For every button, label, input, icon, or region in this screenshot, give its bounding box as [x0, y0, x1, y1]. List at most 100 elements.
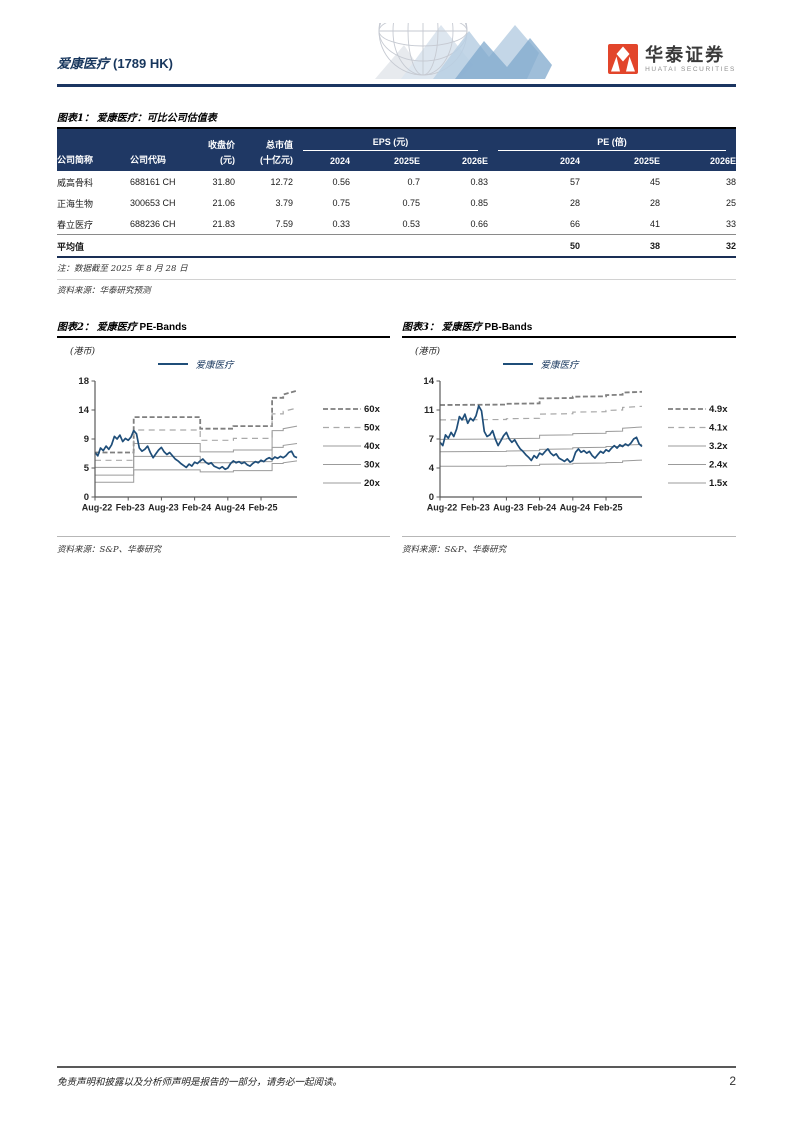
market-cap: 3.79 [275, 198, 293, 208]
col-eps-2024: 2024 [293, 152, 350, 171]
svg-text:Aug-23: Aug-23 [148, 503, 179, 513]
figure3-title-en: PB-Bands [484, 322, 533, 333]
svg-text:14: 14 [78, 405, 89, 416]
pe-bands-chart-block: 图表2： 爱康医疗 PE-Bands (港币) 爱康医疗 0 5 9 14 18 Aug-… [57, 318, 390, 555]
figure3-source: 资料来源：S&P、华泰研究 [402, 536, 736, 555]
pe-2025e: 41 [650, 219, 661, 229]
figure1-label: 图表1： [57, 113, 94, 124]
pe-chart-unit: (港币) [70, 347, 96, 357]
company-name: 正海生物 [57, 199, 94, 210]
col-eps-2026e: 2026E [420, 152, 489, 171]
globe-icon [375, 0, 552, 79]
col-mcap-label: 总市值 [235, 129, 293, 152]
svg-text:Aug-23: Aug-23 [493, 503, 524, 513]
brand-name-en: HUATAI SECURITIES [645, 65, 736, 73]
figure3-label: 图表3： [402, 322, 439, 333]
svg-text:Aug-22: Aug-22 [427, 503, 458, 513]
figure2-label: 图表2： [57, 322, 94, 333]
svg-text:9: 9 [84, 434, 89, 445]
col-mcap-unit: (十亿元) [235, 152, 293, 171]
avg-pe-2024: 50 [488, 234, 581, 258]
pb-legend-series-name: 爱康医疗 [540, 360, 579, 371]
pe-2026e: 38 [726, 177, 737, 187]
figure3-title-rule [402, 336, 736, 338]
svg-text:4: 4 [429, 463, 435, 474]
pe-bands-chart: 0 5 9 14 18 Aug-22 Feb-23 Aug-23 Feb-24 Aug-24 Feb… [78, 376, 381, 513]
footer-disclaimer: 免责声明和披露以及分析师声明是报告的一部分，请务必一起阅读。 [57, 1077, 343, 1088]
eps-2025e: 0.53 [402, 219, 420, 229]
report-title-cn: 爱康医疗 [57, 57, 110, 72]
average-row: 平均值 50 38 32 [57, 234, 737, 258]
eps-2026e: 0.85 [470, 198, 489, 208]
eps-2026e: 0.83 [470, 177, 489, 187]
svg-text:14: 14 [423, 376, 434, 387]
figure1-source: 资料来源：华泰研究预测 [57, 286, 151, 296]
svg-text:1.5x: 1.5x [709, 478, 728, 489]
svg-text:11: 11 [424, 405, 435, 416]
market-cap: 7.59 [275, 219, 293, 229]
svg-text:Aug-22: Aug-22 [82, 503, 113, 513]
pb-chart-legend: 爱康医疗 [440, 357, 642, 371]
svg-text:0: 0 [84, 492, 89, 503]
avg-pe-2025e: 38 [580, 234, 661, 258]
svg-text:0: 0 [429, 492, 434, 503]
eps-2025e: 0.75 [402, 198, 420, 208]
figure2-title: 图表2： 爱康医疗 PE-Bands [57, 318, 390, 336]
pe-2024: 66 [570, 219, 581, 229]
figure1-title-text: 爱康医疗：可比公司估值表 [96, 113, 217, 124]
figure1-title-rule [57, 127, 736, 129]
figure1-note: 注：数据截至 2025 年 8 月 28 日 [57, 258, 736, 280]
company-code: 688236 CH [130, 219, 176, 229]
svg-text:4.1x: 4.1x [709, 423, 728, 434]
pe-2026e: 25 [726, 198, 737, 208]
svg-text:5: 5 [84, 463, 90, 474]
figure2-title-cn: 爱康医疗 [96, 322, 137, 333]
svg-text:Feb-25: Feb-25 [594, 503, 623, 513]
col-pe-2025e: 2025E [580, 152, 661, 171]
header-decoration [283, 0, 558, 84]
header-rule [57, 84, 736, 87]
svg-text:18: 18 [78, 376, 89, 387]
figure2-title-en: PE-Bands [139, 322, 187, 333]
close-price: 21.83 [212, 219, 235, 229]
avg-pe-2026e: 32 [660, 234, 737, 258]
svg-text:Aug-24: Aug-24 [560, 503, 591, 513]
market-cap: 12.72 [270, 177, 293, 187]
svg-text:Feb-25: Feb-25 [249, 503, 278, 513]
svg-text:7: 7 [429, 434, 434, 445]
figure3-title: 图表3： 爱康医疗 PB-Bands [402, 318, 736, 336]
col-code-label: 公司代码 [130, 152, 190, 171]
pe-2026e: 33 [726, 219, 737, 229]
company-code: 688161 CH [130, 177, 176, 187]
svg-text:50x: 50x [364, 423, 381, 434]
table-row: 春立医疗 688236 CH 21.83 7.59 0.33 0.53 0.66… [57, 213, 736, 235]
eps-2024: 0.56 [332, 177, 350, 187]
page-footer: 免责声明和披露以及分析师声明是报告的一部分，请务必一起阅读。 2 [57, 1066, 736, 1088]
svg-text:30x: 30x [364, 460, 381, 471]
price-line-legend-swatch [503, 363, 534, 365]
col-name-label: 公司简称 [57, 152, 130, 171]
report-title-code: (1789 HK) [113, 56, 173, 71]
col-eps-2025e: 2025E [350, 152, 420, 171]
eps-2026e: 0.66 [470, 219, 489, 229]
table-header-row-2: 公司简称 公司代码 (元) (十亿元) 2024 2025E 2026E 202… [57, 152, 737, 171]
page-number: 2 [729, 1074, 736, 1088]
company-name: 春立医疗 [57, 220, 94, 231]
valuation-table: 收盘价 总市值 EPS (元) PE (倍) 公司简称 公司代码 (元) (十亿… [57, 129, 737, 258]
close-price: 21.06 [212, 198, 235, 208]
svg-text:Feb-24: Feb-24 [527, 503, 556, 513]
table-header-row-1: 收盘价 总市值 EPS (元) PE (倍) [57, 129, 737, 152]
svg-text:40x: 40x [364, 441, 381, 452]
table-row: 威高骨科 688161 CH 31.80 12.72 0.56 0.7 0.83… [57, 171, 736, 192]
report-header: 爱康医疗 (1789 HK) [57, 0, 736, 84]
pe-group-header: PE (倍) [488, 129, 737, 152]
brand-text: 华泰证券 HUATAI SECURITIES [645, 46, 736, 73]
brand-name-cn: 华泰证券 [645, 44, 726, 65]
svg-text:20x: 20x [364, 478, 381, 489]
pb-chart-unit: (港币) [415, 347, 441, 357]
eps-group-header: EPS (元) [293, 129, 489, 152]
table-row: 正海生物 300653 CH 21.06 3.79 0.75 0.75 0.85… [57, 192, 736, 213]
col-price-unit: (元) [190, 152, 235, 171]
charts-row: 图表2： 爱康医疗 PE-Bands (港币) 爱康医疗 0 5 9 14 18 Aug-… [57, 318, 736, 555]
